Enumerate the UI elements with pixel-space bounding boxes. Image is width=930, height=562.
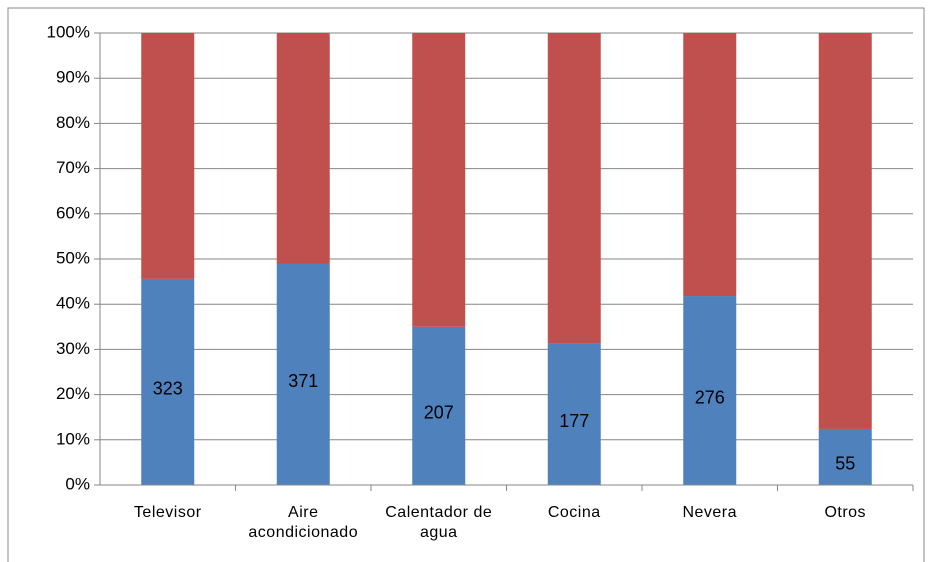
data-label: 323 — [153, 379, 183, 399]
data-label: 276 — [695, 387, 725, 407]
bar-segment — [683, 33, 737, 297]
y-tick-label: 60% — [56, 203, 90, 222]
x-tick-label: Televisor — [133, 504, 202, 521]
data-label: 207 — [424, 403, 454, 423]
x-tick-label: Cocina — [547, 504, 601, 521]
x-tick-label: Nevera — [682, 504, 738, 521]
bar-segment — [412, 33, 466, 327]
y-tick-label: 30% — [56, 339, 90, 358]
data-label: 177 — [559, 411, 589, 431]
bar-segment — [818, 428, 872, 485]
x-tick-label: Otros — [824, 504, 867, 521]
x-tick-label: Calentador de agua — [385, 504, 493, 541]
y-tick-label: 0% — [65, 474, 90, 493]
y-tick-label: 10% — [56, 429, 90, 448]
y-tick-label: 80% — [56, 113, 90, 132]
bar-segment — [276, 33, 330, 264]
y-tick-label: 70% — [56, 158, 90, 177]
y-tick-label: 100% — [47, 22, 90, 41]
bar-segment — [141, 33, 195, 279]
chart-border — [7, 7, 925, 562]
bar-segment — [683, 296, 737, 485]
y-tick-label: 50% — [56, 248, 90, 267]
y-tick-label: 20% — [56, 384, 90, 403]
bar-segment — [547, 343, 601, 485]
bar-segment — [547, 33, 601, 344]
y-tick-label: 40% — [56, 294, 90, 313]
data-label: 371 — [288, 371, 318, 391]
bar-segment — [412, 326, 466, 485]
bar-segment — [276, 263, 330, 485]
bar-segment — [141, 278, 195, 485]
y-tick-label: 90% — [56, 68, 90, 87]
bar-segment — [818, 33, 872, 429]
data-label: 55 — [835, 454, 855, 474]
x-tick-label: Aire acondicionado — [248, 504, 359, 541]
